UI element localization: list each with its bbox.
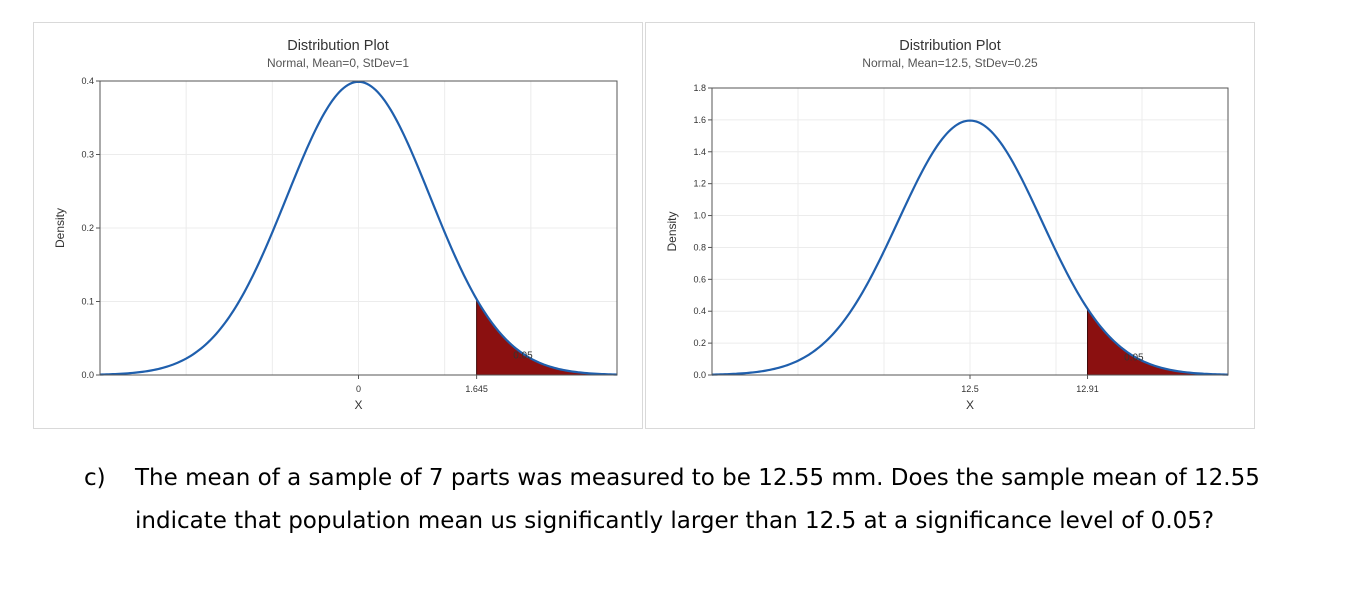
y-tick-label: 0.8 — [693, 242, 706, 252]
x-tick-label: 1.645 — [465, 384, 488, 394]
distribution-plot-right: Distribution Plot Normal, Mean=12.5, StDe… — [645, 22, 1255, 429]
y-tick-label: 0.4 — [693, 306, 706, 316]
y-tick-label: 0.1 — [81, 297, 94, 307]
density-curve — [711, 119, 1229, 376]
question-marker: c) — [84, 465, 106, 491]
chart-title: Distribution Plot — [287, 38, 389, 54]
y-tick-label: 0.3 — [81, 150, 94, 160]
y-tick-label: 0.0 — [81, 370, 94, 380]
chart-subtitle: Normal, Mean=0, StDev=1 — [267, 56, 409, 70]
y-tick-label: 1.4 — [693, 147, 706, 157]
y-tick-label: 1.8 — [693, 83, 706, 93]
y-tick-label: 0.0 — [693, 370, 706, 380]
y-tick-label: 0.2 — [693, 338, 706, 348]
chart-svg-left: Distribution Plot Normal, Mean=0, StDev=1… — [53, 38, 618, 412]
density-curve — [99, 80, 618, 376]
x-axis-title: X — [354, 398, 362, 412]
y-tick-label: 0.2 — [81, 223, 94, 233]
y-tick-label: 1.6 — [693, 115, 706, 125]
x-axis-title: X — [966, 398, 974, 412]
chart-svg-right: Distribution Plot Normal, Mean=12.5, StDe… — [665, 38, 1229, 412]
x-tick-label: 12.91 — [1076, 384, 1099, 394]
distribution-plot-left: Distribution Plot Normal, Mean=0, StDev=1… — [33, 22, 643, 429]
tail-probability-label: 0.05 — [1124, 352, 1144, 363]
chart-title: Distribution Plot — [899, 38, 1001, 54]
y-axis-title: Density — [53, 208, 67, 248]
shaded-tail-area — [476, 299, 617, 375]
tail-probability-label: 0.05 — [513, 350, 533, 361]
y-axis-title: Density — [665, 211, 679, 251]
question-text: The mean of a sample of 7 parts was meas… — [135, 465, 1260, 534]
y-tick-label: 1.2 — [693, 179, 706, 189]
y-tick-label: 0.6 — [693, 274, 706, 284]
shaded-tail-area — [1087, 308, 1228, 375]
x-tick-label: 12.5 — [961, 384, 979, 394]
chart-subtitle: Normal, Mean=12.5, StDev=0.25 — [862, 56, 1038, 70]
y-tick-label: 0.4 — [81, 76, 94, 86]
y-tick-label: 1.0 — [693, 211, 706, 221]
x-tick-label: 0 — [356, 384, 361, 394]
